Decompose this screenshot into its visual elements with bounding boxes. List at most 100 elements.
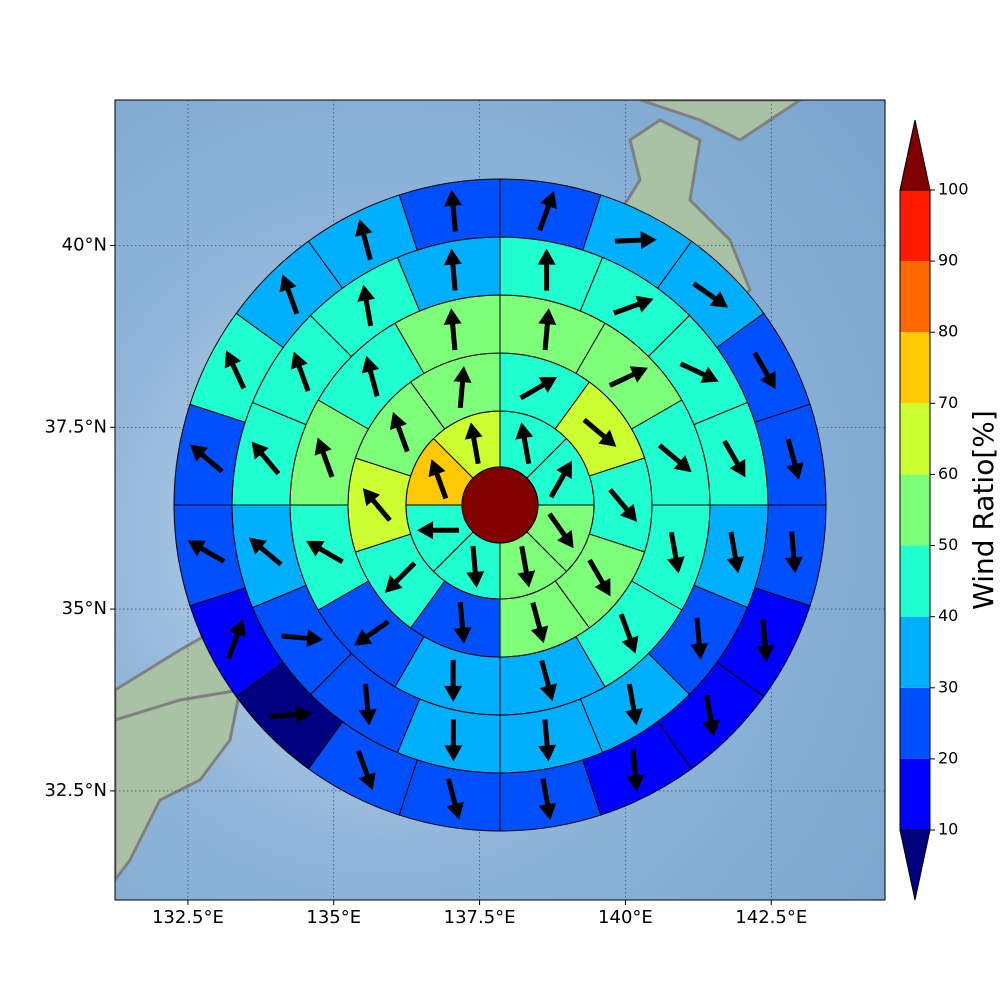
wind-arrow <box>517 545 536 588</box>
wind-arrow <box>530 602 549 644</box>
wind-arrow <box>251 441 281 476</box>
wind-arrow <box>608 488 638 522</box>
colorbar-frame <box>899 189 931 831</box>
colorbar-tick-label: 90 <box>938 251 958 270</box>
wind-arrow <box>354 219 373 261</box>
wind-arrow <box>679 361 719 383</box>
colorbar-segment <box>900 474 930 546</box>
y-tick-label: 32.5°N <box>44 780 107 801</box>
wind-arrow <box>702 694 720 737</box>
colorbar-tick-label: 30 <box>938 677 958 696</box>
y-tick-label: 40°N <box>62 234 107 255</box>
wind-arrow <box>281 629 324 648</box>
colorbar-segment <box>900 758 930 830</box>
colorbar-tick-label: 100 <box>938 180 969 199</box>
plot-frame <box>114 99 886 901</box>
colorbar-segment <box>900 616 930 688</box>
wind-arrow <box>538 778 557 821</box>
wind-arrow <box>722 439 746 478</box>
wind-arrow <box>608 366 648 388</box>
wind-arrow <box>428 459 449 500</box>
colorbar-tick-label: 50 <box>938 535 958 554</box>
wind-arrow <box>752 351 776 390</box>
wind-arrow <box>547 512 574 549</box>
x-tick-label: 142.5°E <box>735 907 807 928</box>
wind-arrow <box>582 417 617 447</box>
colorbar-segment <box>900 687 930 759</box>
wind-arrow <box>626 749 645 792</box>
wind-arrow <box>657 443 692 473</box>
wind-arrow <box>226 619 246 660</box>
x-tick-label: 135°E <box>306 907 361 928</box>
wind-arrow <box>690 617 709 660</box>
colorbar-segment <box>900 545 930 617</box>
wind-arrow <box>290 351 311 392</box>
wind-arrow <box>537 190 557 232</box>
wind-arrow <box>538 719 557 762</box>
wind-arrow <box>361 355 380 397</box>
colorbar-tick-label: 80 <box>938 322 958 341</box>
wind-arrow <box>353 619 390 646</box>
colorbar-segment <box>900 190 930 262</box>
colorbar-over <box>899 119 931 191</box>
wind-arrow <box>189 444 224 474</box>
wind-arrow <box>756 619 775 662</box>
wind-arrow <box>306 540 344 565</box>
wind-arrow <box>453 366 472 409</box>
wind-arrow <box>357 284 376 327</box>
colorbar-segment <box>900 332 930 404</box>
x-tick-label: 132.5°E <box>152 907 224 928</box>
wind-arrow <box>314 437 335 478</box>
colorbar-tick-label: 20 <box>938 748 958 767</box>
wind-arrow <box>667 531 685 574</box>
sector <box>398 178 501 251</box>
x-tick-label: 137.5°E <box>444 907 516 928</box>
colorbar-under <box>899 829 931 901</box>
wind-arrow <box>624 683 643 726</box>
land <box>115 688 242 883</box>
wind-arrow <box>444 719 463 762</box>
colorbar-tick-label: 10 <box>938 820 958 839</box>
wind-arrow <box>614 231 657 250</box>
wind-arrow <box>389 412 410 453</box>
wind-arrow <box>726 531 745 574</box>
colorbar-segment <box>900 403 930 475</box>
wind-arrow <box>538 308 557 351</box>
wind-arrow <box>248 537 283 567</box>
wind-arrow <box>613 295 654 316</box>
wind-arrow <box>224 350 247 390</box>
wind-arrow <box>548 460 572 499</box>
colorbar-tick-label: 70 <box>938 393 958 412</box>
wind-arrow <box>269 705 312 724</box>
wind-arrow <box>444 189 462 232</box>
wind-arrow <box>355 749 376 791</box>
colorbar-segment <box>900 261 930 333</box>
wind-arrow <box>519 377 558 401</box>
wind-arrow <box>466 545 485 588</box>
wind-arrow <box>539 659 558 702</box>
wind-arrow <box>618 613 639 654</box>
wind-arrow <box>187 540 226 564</box>
colorbar-label: Wind Ratio[%] <box>967 410 1000 610</box>
wind-arrow <box>443 308 462 351</box>
wind-arrow <box>443 248 462 291</box>
wind-arrow <box>785 438 804 480</box>
wind-arrow <box>384 561 417 593</box>
wind-arrow <box>537 248 556 291</box>
wind-arrow <box>362 488 392 522</box>
y-tick-label: 35°N <box>62 598 107 619</box>
wind-arrow <box>784 531 803 574</box>
colorbar-tick-label: 60 <box>938 464 958 483</box>
x-tick-label: 140°E <box>598 907 653 928</box>
wind-arrow <box>587 558 611 597</box>
wind-arrow <box>445 778 464 820</box>
wind-arrow <box>453 601 472 644</box>
y-tick-label: 37.5°N <box>44 416 107 437</box>
wind-arrow <box>417 521 460 540</box>
wind-arrow <box>279 274 300 315</box>
wind-arrow <box>464 422 483 465</box>
colorbar-tick-label: 40 <box>938 606 958 625</box>
wind-arrow <box>358 683 377 726</box>
land <box>639 100 803 142</box>
